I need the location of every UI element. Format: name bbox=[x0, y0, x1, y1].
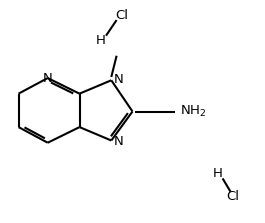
Text: H: H bbox=[96, 34, 106, 47]
Text: NH$_2$: NH$_2$ bbox=[180, 104, 207, 119]
Text: N: N bbox=[114, 73, 124, 86]
Text: Cl: Cl bbox=[115, 9, 129, 22]
Text: N: N bbox=[43, 72, 52, 85]
Text: N: N bbox=[114, 135, 124, 148]
Text: H: H bbox=[212, 167, 222, 180]
Text: Cl: Cl bbox=[227, 190, 240, 203]
